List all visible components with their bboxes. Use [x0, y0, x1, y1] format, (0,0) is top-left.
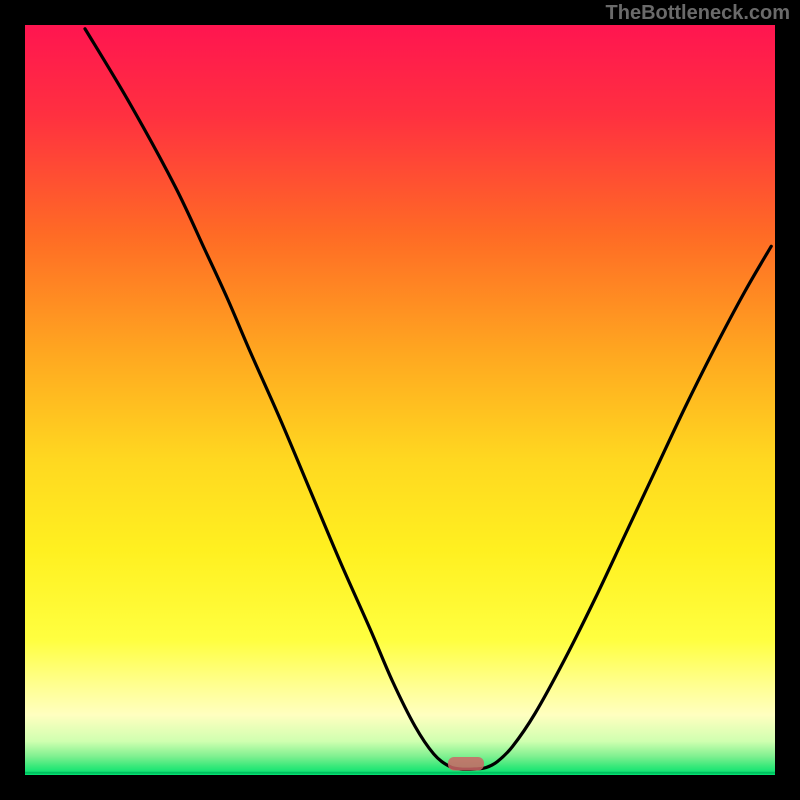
min-marker — [448, 757, 484, 771]
gradient-background — [25, 25, 775, 775]
chart-container: TheBottleneck.com — [0, 0, 800, 800]
plot-svg — [25, 25, 775, 775]
attribution-text: TheBottleneck.com — [606, 2, 790, 25]
plot-area — [25, 25, 775, 775]
